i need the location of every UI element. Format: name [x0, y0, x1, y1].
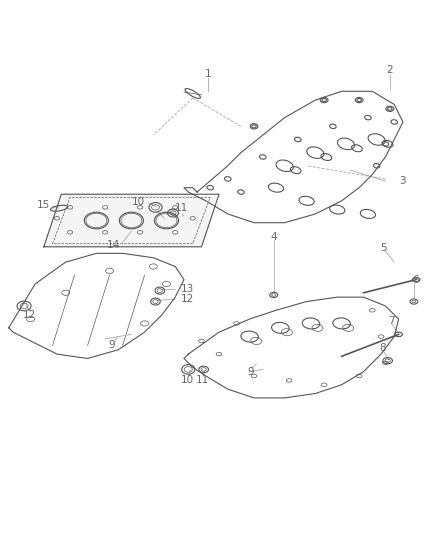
- Polygon shape: [44, 194, 219, 247]
- Text: 12: 12: [23, 310, 36, 320]
- Polygon shape: [184, 297, 399, 398]
- Text: 9: 9: [108, 341, 115, 350]
- Text: 12: 12: [181, 294, 194, 304]
- Text: 10: 10: [181, 375, 194, 384]
- Polygon shape: [9, 253, 184, 359]
- Text: 13: 13: [181, 284, 194, 294]
- Text: 11: 11: [196, 375, 209, 384]
- Text: 14: 14: [107, 240, 120, 251]
- Text: 11: 11: [175, 203, 188, 213]
- Text: 6: 6: [412, 274, 419, 285]
- Polygon shape: [184, 91, 403, 223]
- Text: 8: 8: [379, 343, 386, 352]
- Text: 4: 4: [270, 232, 277, 242]
- Text: 2: 2: [386, 65, 393, 75]
- Text: 1: 1: [205, 69, 212, 79]
- Text: 5: 5: [380, 243, 387, 253]
- Text: 3: 3: [399, 176, 406, 186]
- Text: 7: 7: [388, 316, 395, 326]
- Text: 9: 9: [247, 367, 254, 377]
- Text: 10: 10: [131, 197, 145, 207]
- Text: 15: 15: [37, 200, 50, 210]
